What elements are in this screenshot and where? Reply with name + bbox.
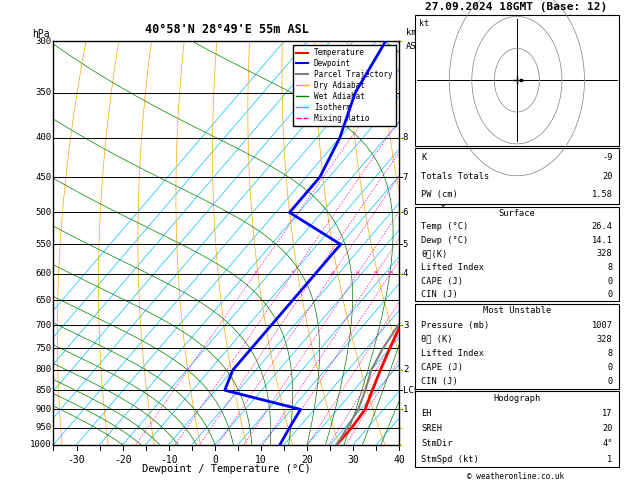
- Text: CAPE (J): CAPE (J): [421, 277, 463, 285]
- Text: 1.58: 1.58: [592, 191, 613, 199]
- Legend: Temperature, Dewpoint, Parcel Trajectory, Dry Adiabat, Wet Adiabat, Isotherm, Mi: Temperature, Dewpoint, Parcel Trajectory…: [293, 45, 396, 126]
- Text: 26.4: 26.4: [592, 223, 613, 231]
- Text: PW (cm): PW (cm): [421, 191, 458, 199]
- Text: km: km: [406, 28, 417, 37]
- Text: Totals Totals: Totals Totals: [421, 172, 489, 181]
- Text: 400: 400: [36, 133, 52, 142]
- Text: 600: 600: [36, 269, 52, 278]
- Text: hPa: hPa: [32, 29, 50, 39]
- Text: 500: 500: [36, 208, 52, 217]
- Text: -10: -10: [160, 455, 177, 465]
- Text: 1: 1: [403, 405, 408, 414]
- Text: 4: 4: [331, 271, 335, 276]
- Text: 3: 3: [314, 271, 318, 276]
- Text: StmSpd (kt): StmSpd (kt): [421, 454, 479, 464]
- Text: Temp (°C): Temp (°C): [421, 223, 469, 231]
- FancyBboxPatch shape: [415, 391, 620, 467]
- Text: © weatheronline.co.uk: © weatheronline.co.uk: [467, 472, 564, 481]
- X-axis label: Dewpoint / Temperature (°C): Dewpoint / Temperature (°C): [142, 464, 311, 474]
- Text: 0: 0: [608, 377, 613, 386]
- Text: SREH: SREH: [421, 424, 442, 434]
- Text: 10: 10: [387, 271, 394, 276]
- Text: 8: 8: [608, 349, 613, 358]
- Text: 1007: 1007: [592, 320, 613, 330]
- Text: 0: 0: [608, 363, 613, 372]
- Text: 700: 700: [36, 321, 52, 330]
- FancyBboxPatch shape: [415, 304, 620, 389]
- Text: 2: 2: [403, 365, 408, 374]
- FancyBboxPatch shape: [415, 148, 620, 204]
- Text: 27.09.2024 18GMT (Base: 12): 27.09.2024 18GMT (Base: 12): [425, 2, 607, 13]
- Text: EH: EH: [421, 409, 431, 418]
- Text: 0: 0: [608, 277, 613, 285]
- Text: Lifted Index: Lifted Index: [421, 263, 484, 272]
- Text: 20: 20: [602, 172, 613, 181]
- Text: θᴇ (K): θᴇ (K): [421, 335, 453, 344]
- Text: 0: 0: [608, 290, 613, 299]
- Text: 328: 328: [597, 249, 613, 259]
- Text: -20: -20: [114, 455, 131, 465]
- Text: 0: 0: [212, 455, 218, 465]
- Text: Dewp (°C): Dewp (°C): [421, 236, 469, 245]
- Text: -9: -9: [602, 153, 613, 162]
- Text: kt: kt: [419, 19, 429, 29]
- Text: 750: 750: [36, 344, 52, 353]
- Text: -30: -30: [68, 455, 86, 465]
- FancyBboxPatch shape: [415, 207, 620, 301]
- Text: Most Unstable: Most Unstable: [482, 306, 551, 315]
- Text: 328: 328: [597, 335, 613, 344]
- Text: 800: 800: [36, 365, 52, 374]
- Text: 5: 5: [403, 240, 408, 249]
- Text: ASL: ASL: [406, 42, 423, 52]
- Text: 950: 950: [36, 423, 52, 432]
- Text: 900: 900: [36, 405, 52, 414]
- Text: 4: 4: [403, 269, 408, 278]
- Text: 20: 20: [301, 455, 313, 465]
- Text: 30: 30: [347, 455, 359, 465]
- Text: 7: 7: [403, 173, 408, 182]
- Text: 20: 20: [602, 424, 613, 434]
- Text: StmDir: StmDir: [421, 439, 453, 449]
- Text: 6: 6: [356, 271, 360, 276]
- Text: 8: 8: [403, 133, 408, 142]
- Text: 10: 10: [255, 455, 267, 465]
- Text: Hodograph: Hodograph: [493, 394, 540, 403]
- Text: LCL: LCL: [403, 386, 419, 395]
- Text: 17: 17: [602, 409, 613, 418]
- Text: 8: 8: [374, 271, 378, 276]
- Text: 300: 300: [36, 37, 52, 46]
- FancyBboxPatch shape: [415, 15, 620, 146]
- Text: CAPE (J): CAPE (J): [421, 363, 463, 372]
- Text: K: K: [421, 153, 426, 162]
- Text: 1: 1: [608, 454, 613, 464]
- Text: 350: 350: [36, 88, 52, 98]
- Text: 14.1: 14.1: [592, 236, 613, 245]
- Text: 4°: 4°: [602, 439, 613, 449]
- Text: Mixing Ratio (g/kg): Mixing Ratio (g/kg): [440, 192, 449, 294]
- Text: 40: 40: [394, 455, 405, 465]
- Text: Surface: Surface: [499, 209, 535, 218]
- Text: Pressure (mb): Pressure (mb): [421, 320, 489, 330]
- Text: 2: 2: [291, 271, 294, 276]
- Text: θᴇ(K): θᴇ(K): [421, 249, 447, 259]
- Text: 550: 550: [36, 240, 52, 249]
- Text: 3: 3: [403, 321, 408, 330]
- Text: 1000: 1000: [30, 440, 52, 449]
- Text: 1: 1: [253, 271, 257, 276]
- Text: 850: 850: [36, 386, 52, 395]
- Text: Lifted Index: Lifted Index: [421, 349, 484, 358]
- Text: 450: 450: [36, 173, 52, 182]
- Text: 8: 8: [608, 263, 613, 272]
- Text: CIN (J): CIN (J): [421, 290, 458, 299]
- Text: 6: 6: [403, 208, 408, 217]
- Text: 650: 650: [36, 296, 52, 305]
- Text: 40°58'N 28°49'E 55m ASL: 40°58'N 28°49'E 55m ASL: [145, 23, 308, 36]
- Text: CIN (J): CIN (J): [421, 377, 458, 386]
